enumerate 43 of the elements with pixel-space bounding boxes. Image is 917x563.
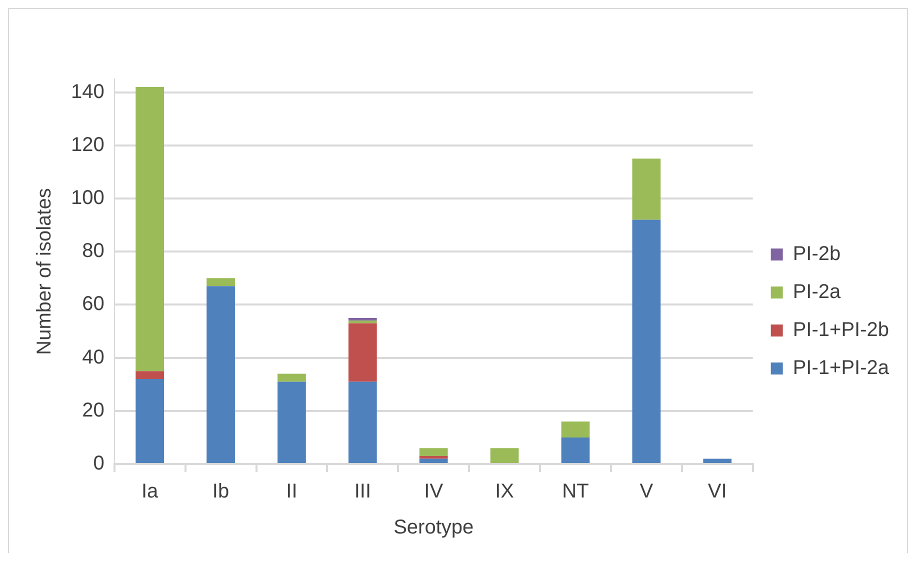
bar xyxy=(348,320,377,324)
bar xyxy=(419,448,448,456)
bar xyxy=(136,86,164,372)
bar xyxy=(136,371,164,380)
bar xyxy=(278,374,306,382)
bar xyxy=(419,458,448,463)
x-tick-label: IV xyxy=(424,480,444,503)
x-tick-label: III xyxy=(354,480,371,503)
y-tick-label: 20 xyxy=(82,399,104,422)
x-tick-label: NT xyxy=(562,480,589,503)
bar xyxy=(206,286,235,463)
y-tick-label: 140 xyxy=(70,80,104,103)
bar xyxy=(348,318,377,321)
legend-label: PI-2a xyxy=(792,281,842,304)
bar xyxy=(632,220,661,463)
x-tick-label: IX xyxy=(495,480,514,503)
bar xyxy=(561,437,590,463)
legend-label: PI-1+PI-2a xyxy=(792,357,890,380)
x-tick-label: VI xyxy=(708,480,727,503)
legend-label: PI-1+PI-2b xyxy=(792,319,890,342)
y-tick-label: 80 xyxy=(82,240,104,262)
bar xyxy=(348,323,377,382)
x-tick-label: II xyxy=(286,480,298,503)
bar xyxy=(206,278,235,286)
y-axis-title: Number of isolates xyxy=(34,188,56,355)
y-tick-label: 60 xyxy=(82,293,104,316)
y-tick-label: 120 xyxy=(70,134,104,156)
x-tick-label: Ib xyxy=(212,480,230,503)
x-tick-label: V xyxy=(640,480,654,503)
bar xyxy=(490,448,519,463)
y-tick-label: 0 xyxy=(93,452,104,475)
x-tick-label: Ia xyxy=(141,480,160,503)
x-axis-title: Serotype xyxy=(394,516,474,539)
y-tick-label: 100 xyxy=(70,187,104,209)
legend-label: PI-2b xyxy=(792,243,841,266)
bar xyxy=(348,382,377,463)
bar xyxy=(419,456,448,459)
bar xyxy=(278,382,306,463)
y-tick-label: 40 xyxy=(82,346,104,368)
bar xyxy=(703,458,732,463)
bar xyxy=(632,158,661,220)
bar xyxy=(561,422,590,438)
bar xyxy=(136,379,164,463)
